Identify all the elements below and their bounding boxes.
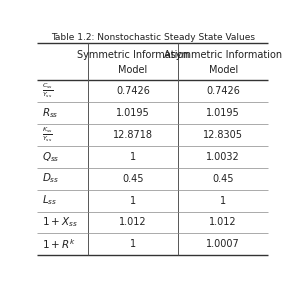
Text: Symmetric Information: Symmetric Information [77, 50, 189, 60]
Text: 1.012: 1.012 [119, 218, 147, 228]
Text: 1.012: 1.012 [209, 218, 237, 228]
Text: $D_{ss}$: $D_{ss}$ [42, 172, 59, 185]
Text: $\frac{C_{ss}}{Y_{ss}}$: $\frac{C_{ss}}{Y_{ss}}$ [42, 81, 53, 100]
Text: $Q_{ss}$: $Q_{ss}$ [42, 150, 59, 164]
Text: 0.45: 0.45 [212, 174, 234, 184]
Text: 12.8305: 12.8305 [203, 130, 243, 140]
Text: $1+X_{ss}$: $1+X_{ss}$ [42, 216, 78, 229]
Text: 0.7426: 0.7426 [116, 86, 150, 96]
Text: 1.0195: 1.0195 [116, 108, 150, 118]
Text: Table 1.2: Nonstochastic Steady State Values: Table 1.2: Nonstochastic Steady State Va… [51, 33, 255, 42]
Text: $L_{ss}$: $L_{ss}$ [42, 194, 57, 208]
Text: 0.45: 0.45 [122, 174, 144, 184]
Text: Asymmetric Information: Asymmetric Information [164, 50, 282, 60]
Text: $1+R^{k}$: $1+R^{k}$ [42, 238, 76, 251]
Text: 1.0007: 1.0007 [206, 239, 240, 249]
Text: 1: 1 [130, 239, 136, 249]
Text: 1: 1 [130, 152, 136, 162]
Text: Model: Model [209, 65, 238, 75]
Text: $\frac{K_{ss}}{Y_{ss}}$: $\frac{K_{ss}}{Y_{ss}}$ [42, 125, 53, 144]
Text: 12.8718: 12.8718 [113, 130, 153, 140]
Text: 1: 1 [220, 195, 226, 205]
Text: $R_{ss}$: $R_{ss}$ [42, 106, 58, 120]
Text: 0.7426: 0.7426 [206, 86, 240, 96]
Text: 1.0032: 1.0032 [206, 152, 240, 162]
Text: Model: Model [119, 65, 148, 75]
Text: 1.0195: 1.0195 [206, 108, 240, 118]
Text: 1: 1 [130, 195, 136, 205]
